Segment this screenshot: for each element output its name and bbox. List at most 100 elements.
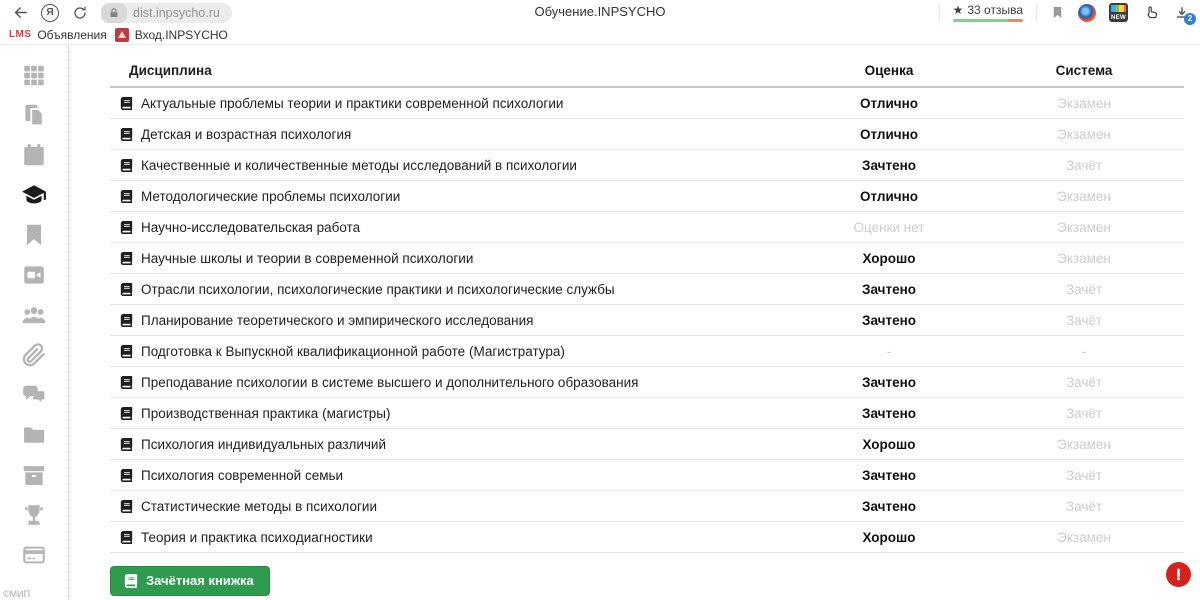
table-row[interactable]: Производственная практика (магистры) Зачт… (110, 398, 1184, 429)
gradebook-button[interactable]: Зачётная книжка (110, 566, 270, 596)
paperclip-icon[interactable] (21, 342, 47, 368)
refresh-button[interactable] (70, 3, 90, 23)
grade-value: Отлично (859, 126, 919, 142)
grades-table: Дисциплина Оценка Система Актуальные про… (110, 57, 1184, 553)
discipline-name: Детская и возрастная психология (141, 126, 352, 142)
extension-new-icon[interactable]: NEW (1109, 3, 1128, 22)
grade-value: Хорошо (862, 250, 916, 266)
system-value: Зачёт (1065, 405, 1103, 421)
bookmark-label: Вход.INPSYCHO (134, 27, 228, 42)
documents-icon[interactable] (21, 102, 47, 128)
discipline-name: Теория и практика психодиагностики (141, 529, 373, 545)
discipline-cell: Методологические проблемы психологии (120, 189, 794, 204)
table-row[interactable]: Научно-исследовательская работа Оценки не… (110, 212, 1184, 243)
system-value: Экзамен (1057, 126, 1111, 142)
book-icon (120, 313, 133, 327)
table-body: Актуальные проблемы теории и практики со… (110, 88, 1184, 553)
book-icon (120, 127, 133, 141)
system-value: Зачёт (1065, 498, 1103, 514)
video-icon[interactable] (21, 262, 47, 288)
extension-hand-icon[interactable] (1141, 3, 1161, 23)
discipline-name: Производственная практика (магистры) (141, 405, 391, 421)
discipline-cell: Психология современной семьи (120, 468, 794, 483)
copyright-mip: ©МИП (3, 589, 31, 599)
table-row[interactable]: Психология индивидуальных различий Хорошо… (110, 429, 1184, 460)
table-row[interactable]: Актуальные проблемы теории и практики со… (110, 88, 1184, 119)
discipline-name: Научные школы и теории в современной пси… (141, 250, 474, 266)
table-row[interactable]: Теория и практика психодиагностики Хорошо… (110, 522, 1184, 553)
discipline-name: Качественные и количественные методы исс… (141, 157, 577, 173)
trophy-icon[interactable] (21, 502, 47, 528)
book-icon (120, 406, 133, 420)
discipline-name: Методологические проблемы психологии (141, 188, 401, 204)
downloads-button[interactable]: 2 (1174, 5, 1196, 25)
grade-value: Зачтено (862, 157, 916, 173)
book-icon (120, 530, 133, 544)
reviews-count: 33 отзыва (967, 3, 1023, 17)
bookmark-flag-icon[interactable] (1050, 5, 1065, 20)
separator (1036, 4, 1037, 21)
rating-bar (952, 19, 1023, 22)
bookmark-login-inpsycho[interactable]: Вход.INPSYCHO (114, 27, 228, 42)
discipline-cell: Детская и возрастная психология (120, 127, 794, 142)
table-row[interactable]: Методологические проблемы психологии Отли… (110, 181, 1184, 212)
book-icon (120, 96, 133, 110)
system-value: Экзамен (1057, 188, 1111, 204)
table-row[interactable]: Качественные и количественные методы исс… (110, 150, 1184, 181)
credit-card-icon[interactable] (21, 542, 47, 568)
book-icon (120, 375, 133, 389)
book-icon (120, 437, 133, 451)
discipline-name: Актуальные проблемы теории и практики со… (141, 95, 564, 111)
sidebar: ©МИП (0, 45, 69, 600)
discipline-cell: Качественные и количественные методы исс… (120, 158, 794, 173)
table-row[interactable]: Планирование теоретического и эмпирическ… (110, 305, 1184, 336)
app-main: ©МИП Дисциплина Оценка Система Актуальны… (0, 45, 1200, 600)
people-icon[interactable] (21, 302, 47, 328)
site-reviews[interactable]: ★ 33 отзыва (952, 3, 1023, 22)
system-value: Зачёт (1065, 281, 1103, 297)
folder-icon[interactable] (21, 422, 47, 448)
table-row[interactable]: Научные школы и теории в современной пси… (110, 243, 1184, 274)
table-header-row: Дисциплина Оценка Система (110, 57, 1184, 88)
table-row[interactable]: Подготовка к Выпускной квалификационной … (110, 336, 1184, 367)
grade-value: Отлично (859, 95, 919, 111)
star-icon: ★ (952, 3, 964, 17)
table-row[interactable]: Статистические методы в психологии Зачтен… (110, 491, 1184, 522)
address-bar[interactable]: dist.inpsycho.ru (101, 2, 232, 23)
grade-value: Зачтено (862, 281, 916, 297)
calendar-icon[interactable] (21, 142, 47, 168)
table-row[interactable]: Преподавание психологии в системе высшег… (110, 367, 1184, 398)
grade-value: Зачтено (862, 374, 916, 390)
header-grade: Оценка (864, 63, 914, 78)
extension-art (1111, 5, 1126, 12)
system-value: Экзамен (1057, 529, 1111, 545)
grade-value: Зачтено (862, 405, 916, 421)
grade-value: Зачтено (862, 498, 916, 514)
bookmark-lms-announcements[interactable]: LMS Объявления (9, 28, 107, 42)
downloads-badge: 2 (1184, 12, 1196, 25)
system-value: Экзамен (1057, 250, 1111, 266)
table-row[interactable]: Детская и возрастная психология Отлично Эк… (110, 119, 1184, 150)
discipline-cell: Теория и практика психодиагностики (120, 530, 794, 545)
url-text: dist.inpsycho.ru (133, 5, 220, 20)
discipline-cell: Актуальные проблемы теории и практики со… (120, 96, 794, 111)
book-icon (120, 189, 133, 203)
grade-value: Хорошо (862, 529, 916, 545)
dashboard-grid-icon[interactable] (21, 62, 47, 88)
chat-icon[interactable] (21, 382, 47, 408)
alert-notification-icon[interactable] (1166, 562, 1191, 587)
table-row[interactable]: Отрасли психологии, психологические прак… (110, 274, 1184, 305)
discipline-cell: Научно-исследовательская работа (120, 220, 794, 235)
discipline-cell: Преподавание психологии в системе высшег… (120, 375, 794, 390)
system-value: Экзамен (1057, 95, 1111, 111)
extension-browser-icon[interactable] (1078, 3, 1096, 22)
discipline-cell: Научные школы и теории в современной пси… (120, 251, 794, 266)
back-button[interactable] (10, 3, 30, 23)
yandex-home-button[interactable]: Я (41, 3, 59, 22)
archive-box-icon[interactable] (21, 462, 47, 488)
new-badge: NEW (1111, 15, 1126, 21)
graduation-cap-icon[interactable] (21, 182, 47, 208)
bookmark-icon[interactable] (21, 222, 47, 248)
table-row[interactable]: Психология современной семьи Зачтено Зачёт (110, 460, 1184, 491)
separator (938, 4, 940, 21)
